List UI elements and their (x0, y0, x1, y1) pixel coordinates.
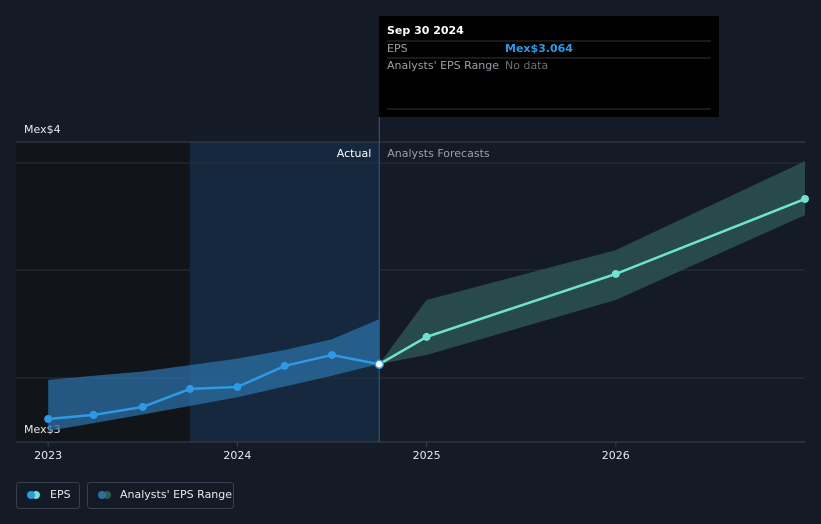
annotation-forecast: Analysts Forecasts (387, 147, 490, 160)
eps-point (233, 382, 242, 391)
tooltip-box (379, 16, 719, 117)
x-tick-label: 2025 (413, 449, 441, 462)
eps-point (611, 269, 620, 278)
tooltip-label: Analysts' EPS Range (387, 59, 499, 72)
eps-point (138, 402, 147, 411)
annotation-actual: Actual (337, 147, 371, 160)
eps-point (801, 194, 809, 203)
tooltip-value: No data (505, 59, 548, 72)
legend-item[interactable]: Analysts' EPS Range (87, 482, 234, 509)
eps-point (422, 332, 431, 341)
eps-range (379, 161, 805, 364)
tooltip-label: EPS (387, 42, 408, 55)
eps-line (48, 353, 380, 421)
eps-point-selected (374, 359, 385, 369)
tooltip: Sep 30 2024 EPS Mex$3.064 Analysts' EPS Ran… (379, 16, 719, 117)
legend-label: Analysts' EPS Range (120, 488, 232, 501)
eps-point (327, 350, 336, 359)
tooltip-date: Sep 30 2024 (387, 24, 464, 37)
eps-point (89, 410, 98, 419)
legend-swatch (27, 491, 35, 499)
legend-box (87, 482, 234, 509)
eps-line (378, 197, 806, 366)
x-tick-label: 2026 (602, 449, 630, 462)
legend-swatch (98, 491, 106, 499)
legend-box (16, 482, 80, 509)
x-tick-label: 2024 (223, 449, 251, 462)
eps-point (186, 384, 195, 393)
eps-point (280, 361, 289, 370)
tooltip-value: Mex$3.064 (505, 42, 573, 55)
x-tick-label: 2023 (34, 449, 62, 462)
y-tick-label: Mex$4 (24, 123, 61, 136)
legend-label: EPS (50, 488, 71, 501)
legend-item[interactable]: EPS (16, 482, 80, 509)
eps-point (44, 415, 53, 424)
eps-range (48, 319, 380, 432)
